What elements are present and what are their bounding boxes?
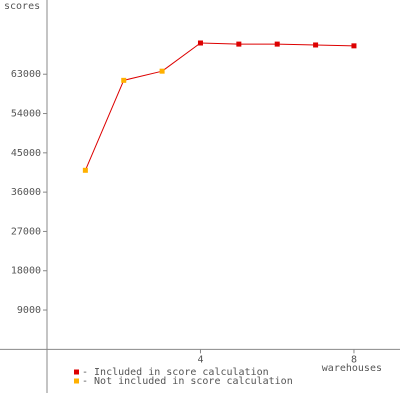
point [236, 41, 242, 47]
point [159, 68, 165, 74]
y-tick-label: 36000 [11, 187, 41, 198]
point [82, 167, 88, 173]
point [121, 77, 127, 83]
y-tick-label: 63000 [11, 69, 41, 80]
y-tick-label: 18000 [11, 266, 41, 277]
point [274, 41, 280, 47]
point [313, 42, 319, 48]
y-tick-label: 45000 [11, 148, 41, 159]
legend-label: - Included in score calculation [82, 367, 269, 378]
y-tick-label: 9000 [17, 305, 41, 316]
series-line-connector [161, 42, 201, 72]
x-axis-label: warehouses [322, 363, 382, 374]
series-line [84, 70, 163, 171]
x-tick-label: 8 [351, 354, 357, 365]
y-axis-label: scores [4, 1, 40, 12]
legend-swatch [74, 378, 79, 384]
point [351, 43, 357, 49]
point [197, 40, 203, 46]
y-tick-label: 27000 [11, 226, 41, 237]
x-tick-label: 4 [197, 354, 203, 365]
legend-label: - Not included in score calculation [82, 376, 293, 387]
legend-swatch [74, 369, 79, 375]
y-tick-label: 54000 [11, 109, 41, 120]
